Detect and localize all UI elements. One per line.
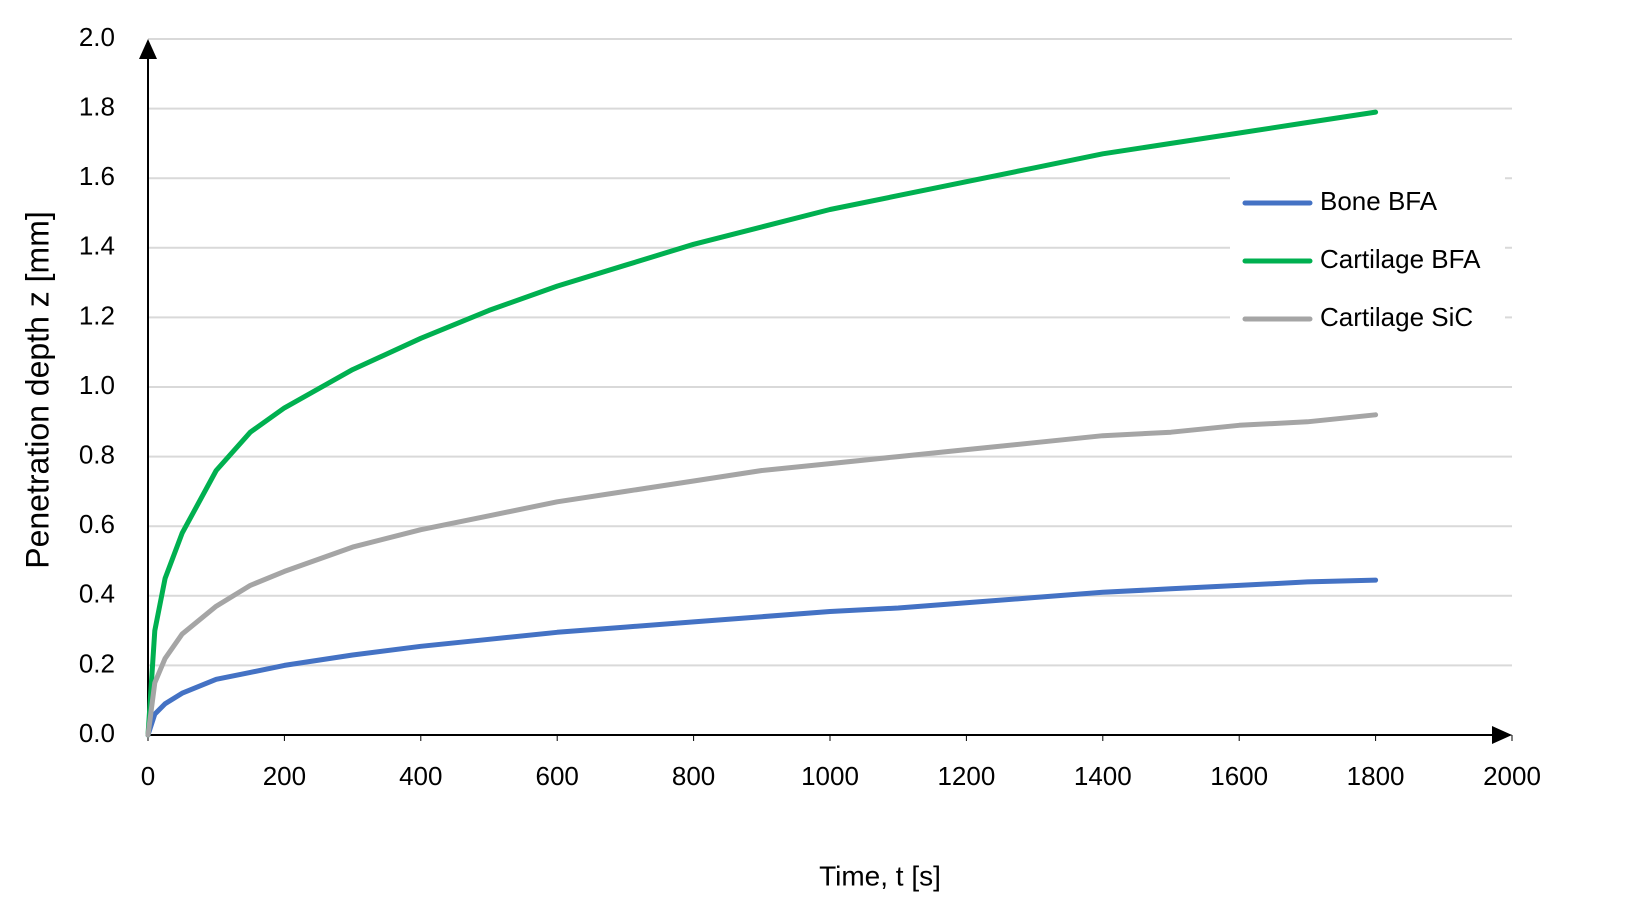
legend-label: Cartilage SiC <box>1320 302 1473 332</box>
x-tick-label: 1600 <box>1210 761 1268 791</box>
y-axis-arrow <box>139 39 157 59</box>
x-tick-label: 0 <box>141 761 155 791</box>
x-tick-label: 1800 <box>1347 761 1405 791</box>
x-tick-label: 1200 <box>937 761 995 791</box>
y-tick-label: 1.6 <box>79 161 115 191</box>
y-axis-title: Penetration depth z [mm] <box>19 211 55 569</box>
y-tick-label: 1.8 <box>79 91 115 121</box>
x-tick-label: 1000 <box>801 761 859 791</box>
series-line <box>145 577 1379 738</box>
x-tick-label: 800 <box>672 761 715 791</box>
x-tick-label: 1400 <box>1074 761 1132 791</box>
y-tick-label: 1.2 <box>79 300 115 330</box>
y-tick-label: 0.0 <box>79 718 115 748</box>
legend-label: Bone BFA <box>1320 186 1438 216</box>
x-tick-label: 400 <box>399 761 442 791</box>
y-tick-label: 0.2 <box>79 648 115 678</box>
series-line <box>145 412 1379 738</box>
x-axis-arrow <box>1492 726 1512 744</box>
y-tick-label: 0.6 <box>79 509 115 539</box>
x-tick-label: 200 <box>263 761 306 791</box>
x-tick-label: 600 <box>536 761 579 791</box>
y-tick-label: 1.0 <box>79 370 115 400</box>
x-tick-label: 2000 <box>1483 761 1541 791</box>
y-tick-label: 0.4 <box>79 579 115 609</box>
legend-label: Cartilage BFA <box>1320 244 1481 274</box>
y-tick-label: 0.8 <box>79 439 115 469</box>
x-axis-title: Time, t [s] <box>819 860 941 891</box>
y-tick-label: 1.4 <box>79 231 115 261</box>
series-line <box>145 109 1379 738</box>
y-tick-label: 2.0 <box>79 22 115 52</box>
